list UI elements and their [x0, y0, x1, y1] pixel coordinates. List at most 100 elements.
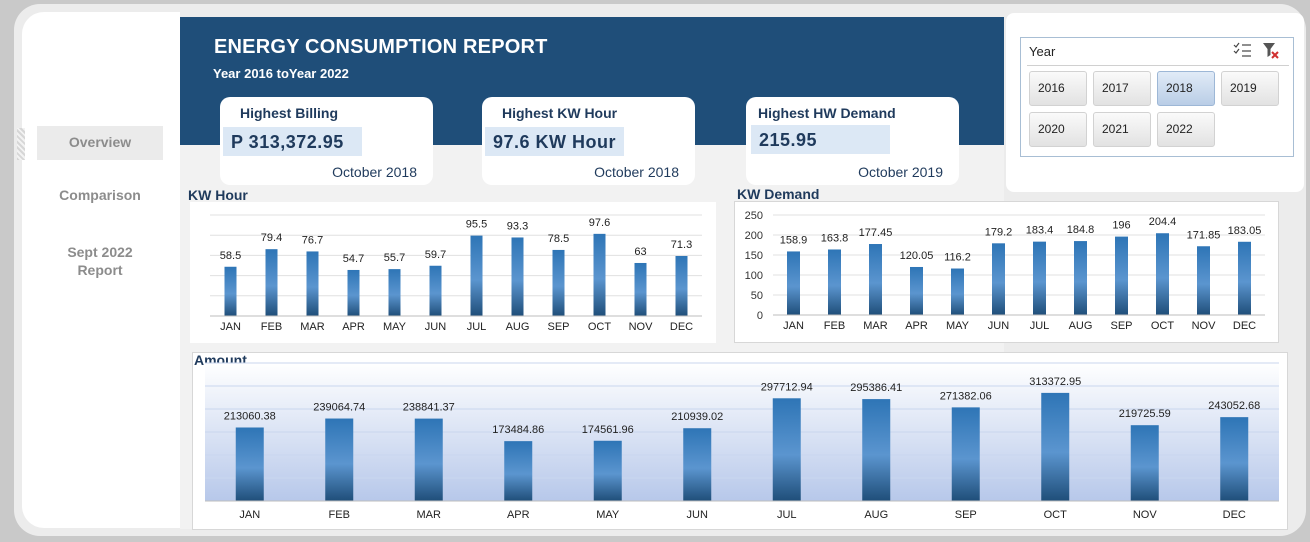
kpi-value-box: 215.95 [751, 125, 890, 154]
category-label: MAR [417, 509, 442, 521]
year-button-2016[interactable]: 2016 [1029, 71, 1087, 106]
category-label: FEB [329, 509, 350, 521]
year-button-2021[interactable]: 2021 [1093, 112, 1151, 147]
multi-select-icon[interactable] [1233, 42, 1253, 63]
navigation-panel [22, 12, 180, 528]
category-label: JUN [425, 321, 446, 333]
report-title: ENERGY CONSUMPTION REPORT [214, 36, 548, 58]
kpi-value-box: 97.6 KW Hour [485, 127, 624, 156]
y-tick-label: 200 [745, 230, 763, 242]
bar-sep [1115, 236, 1128, 315]
bar-nov [1197, 246, 1210, 315]
slicer-divider [1027, 65, 1289, 66]
kw-demand-chart: 0 50 100 150 200 250 158.9 JAN 163.8 FEB 177.45 MAR… [734, 201, 1279, 343]
nav-comparison-button[interactable]: Comparison [59, 187, 141, 203]
kw-demand-chart-title: KW Demand [737, 186, 820, 202]
category-label: MAY [596, 509, 620, 521]
year-button-2020[interactable]: 2020 [1029, 112, 1087, 147]
data-label: 271382.06 [940, 390, 992, 402]
kw-hour-chart-title: KW Hour [188, 187, 248, 203]
kw-demand-chart-svg: 0 50 100 150 200 250 158.9 JAN 163.8 FEB 177.45 MAR… [745, 210, 1265, 332]
y-tick-label: 250 [745, 210, 763, 222]
data-label: 58.5 [220, 250, 241, 262]
category-label: AUG [506, 321, 530, 333]
category-label: JAN [220, 321, 241, 333]
bar-jun [683, 428, 712, 501]
clear-filter-icon[interactable] [1262, 42, 1280, 65]
category-label: MAR [863, 320, 888, 332]
data-label: 54.7 [343, 253, 364, 265]
nav-overview-button[interactable]: Overview [37, 126, 163, 160]
category-label: JAN [239, 509, 260, 521]
data-label: 177.45 [859, 227, 893, 239]
data-label: 174561.96 [582, 424, 634, 436]
data-label: 55.7 [384, 252, 405, 264]
bar-apr [504, 441, 533, 501]
bar-feb [828, 249, 841, 315]
amount-chart-svg: 213060.38 JAN 239064.74 FEB 238841.37 MAR 1734… [205, 362, 1279, 521]
kpi-value-box: P 313,372.95 [223, 127, 362, 156]
category-label: FEB [824, 320, 845, 332]
data-label: 97.6 [589, 217, 610, 229]
year-button-2017[interactable]: 2017 [1093, 71, 1151, 106]
data-label: 183.4 [1026, 225, 1054, 237]
data-label: 179.2 [985, 226, 1013, 238]
kpi-value: 97.6 KW Hour [493, 132, 617, 152]
category-label: MAY [383, 321, 407, 333]
category-label: SEP [955, 509, 977, 521]
year-button-2022[interactable]: 2022 [1157, 112, 1215, 147]
year-button-2018[interactable]: 2018 [1157, 71, 1215, 106]
bar-jan [235, 427, 264, 501]
year-button-2019[interactable]: 2019 [1221, 71, 1279, 106]
data-label: 213060.38 [224, 410, 276, 422]
y-tick-label: 0 [757, 310, 763, 322]
category-label: JUN [988, 320, 1009, 332]
data-label: 63 [634, 246, 646, 258]
bar-may [388, 269, 401, 316]
bar-jan [787, 251, 800, 315]
kpi-label: Highest KW Hour [502, 105, 618, 121]
kw-hour-chart-svg: 58.5 JAN 79.4 FEB 76.7 MAR 54.7 APR 55.7 MAY 59.7 J… [210, 214, 702, 333]
bar-dec [675, 255, 688, 316]
report-subtitle: Year 2016 toYear 2022 [213, 66, 349, 81]
bar-feb [325, 418, 354, 501]
bar-oct [1156, 233, 1169, 315]
category-label: DEC [670, 321, 693, 333]
category-label: OCT [1044, 509, 1068, 521]
category-label: JAN [783, 320, 804, 332]
bar-aug [862, 399, 891, 501]
bar-jun [992, 243, 1005, 315]
category-label: APR [342, 321, 365, 333]
data-label: 78.5 [548, 233, 569, 245]
data-label: 116.2 [944, 252, 971, 264]
data-label: 313372.95 [1029, 376, 1081, 388]
data-label: 93.3 [507, 220, 528, 232]
kpi-date: October 2018 [594, 164, 679, 180]
category-label: AUG [1069, 320, 1093, 332]
data-label: 196 [1112, 220, 1130, 232]
data-label: 173484.86 [492, 424, 544, 436]
data-label: 59.7 [425, 249, 446, 261]
bar-oct [593, 233, 606, 316]
category-label: APR [905, 320, 928, 332]
bar-oct [1041, 392, 1070, 501]
data-label: 295386.41 [850, 382, 902, 394]
nav-sept-2022-report-button[interactable]: Sept 2022 Report [67, 244, 133, 278]
category-label: NOV [629, 321, 654, 333]
data-label: 171.85 [1187, 229, 1221, 241]
data-label: 76.7 [302, 234, 323, 246]
data-label: 184.8 [1067, 224, 1095, 236]
category-label: MAR [300, 321, 325, 333]
kpi-value: P 313,372.95 [231, 132, 344, 152]
data-label: 158.9 [780, 234, 808, 246]
category-label: OCT [588, 321, 612, 333]
bar-jul [1033, 241, 1046, 315]
category-label: NOV [1192, 320, 1217, 332]
kpi-card-highest-hw-demand: Highest HW Demand 215.95 October 2019 [746, 97, 959, 185]
data-label: 183.05 [1228, 225, 1262, 237]
bar-sep [951, 407, 980, 501]
category-label: NOV [1133, 509, 1158, 521]
y-tick-label: 50 [751, 290, 763, 302]
data-label: 120.05 [900, 250, 934, 262]
data-label: 243052.68 [1208, 400, 1260, 412]
